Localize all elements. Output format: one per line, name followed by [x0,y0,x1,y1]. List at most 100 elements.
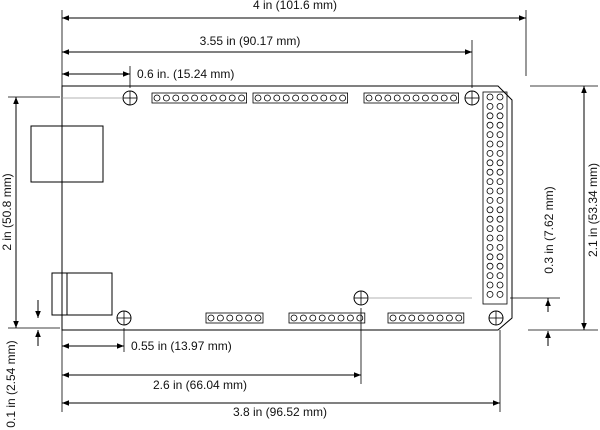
mounting-holes [116,90,504,326]
right-header-pin [486,168,494,176]
right-header-pin [496,290,504,298]
bottom-header-2-pin [328,314,336,322]
bottom-header-3-frame [387,312,465,324]
top-header-1-pin [153,94,161,102]
right-header-pin [496,243,504,251]
right-header-pin [496,215,504,223]
bottom-header-2-pin [299,314,307,322]
top-header-2-pin [310,94,318,102]
bottom-header-2-pin [318,314,326,322]
top-header-3-pin [421,94,429,102]
right-header-pin [486,121,494,129]
bottom-header-3-pin [455,314,463,322]
top-header-3-pin [403,94,411,102]
right-header-pin [486,272,494,280]
right-header-pin [496,112,504,120]
bottom-header-3-pin [427,314,435,322]
label-height-2in: 2 in (50.8 mm) [0,173,14,250]
bottom-header-2-pin [290,314,298,322]
right-header-pin [496,196,504,204]
bottom-header-3-pin [389,314,397,322]
right-header-pin [486,93,494,101]
right-header-pin [496,272,504,280]
right-header-pin [496,206,504,214]
bottom-header-3-pin [445,314,453,322]
right-header-pin [486,206,494,214]
top-header-3-pin [440,94,448,102]
top-header-1-pin [219,94,227,102]
right-header-pin [496,149,504,157]
right-header-pin [486,196,494,204]
top-header-1-pin [238,94,246,102]
bottom-header-2-pin [309,314,317,322]
header-pins [151,92,504,324]
top-header-2-pin [292,94,300,102]
right-header-pin [486,187,494,195]
top-header-1-pin [228,94,236,102]
top-header-3-pin [384,94,392,102]
top-header-3-pin [450,94,458,102]
top-header-3-pin [393,94,401,102]
top-header-2-pin [273,94,281,102]
right-header-pin [496,121,504,129]
top-header-1-pin [172,94,180,102]
right-header-pin [496,131,504,139]
label-width-4in: 4 in (101.6 mm) [253,0,337,12]
top-header-2-pin [339,94,347,102]
right-header-pin [496,234,504,242]
label-offset-01in: 0.1 in (2.54 mm) [4,340,18,427]
top-header-3-pin [374,94,382,102]
label-width-06in: 0.6 in. (15.24 mm) [137,67,234,81]
bottom-header-2-pin [356,314,364,322]
bottom-header-1-pin [207,314,215,322]
top-header-2-pin [254,94,262,102]
bottom-header-1-pin [235,314,243,322]
label-width-26in: 2.6 in (66.04 mm) [153,378,247,392]
bottom-header-1-pin [245,314,253,322]
right-header-frame [482,91,508,305]
top-header-1-frame [151,92,247,104]
right-header-pin [486,234,494,242]
right-header-pin [496,187,504,195]
right-header-pin [496,93,504,101]
right-header-pin [496,140,504,148]
extension-lines [8,10,598,412]
bottom-header-3-pin [408,314,416,322]
top-header-3-pin [365,94,373,102]
bottom-header-3-pin [436,314,444,322]
right-header-pin [486,281,494,289]
top-header-1-pin [181,94,189,102]
right-header-pin [496,262,504,270]
top-header-2-pin [329,94,337,102]
top-header-2-pin [301,94,309,102]
right-header-pin [496,168,504,176]
top-header-2-pin [282,94,290,102]
right-header-pin [486,178,494,186]
top-header-2-frame [252,92,348,104]
bottom-header-1-pin [254,314,262,322]
right-header-pin [486,131,494,139]
label-width-355in: 3.55 in (90.17 mm) [200,34,301,48]
right-header-pin [486,253,494,261]
top-header-2-pin [263,94,271,102]
right-header-pin [496,178,504,186]
right-header-pin [486,243,494,251]
top-header-3-pin [412,94,420,102]
top-header-1-pin [162,94,170,102]
bottom-header-1-frame [205,312,264,324]
bottom-header-3-pin [417,314,425,322]
right-header-pin [486,149,494,157]
right-header-pin [496,281,504,289]
bottom-header-1-pin [226,314,234,322]
bottom-header-2-pin [346,314,354,322]
right-header-pin [486,290,494,298]
right-header-pin [496,253,504,261]
bottom-header-2-pin [337,314,345,322]
bottom-header-3-pin [398,314,406,322]
label-width-38in: 3.8 in (96.52 mm) [233,405,327,419]
right-header-pin [486,103,494,110]
right-header-pin [486,225,494,233]
right-header-pin [486,140,494,148]
top-header-3-frame [363,92,459,104]
